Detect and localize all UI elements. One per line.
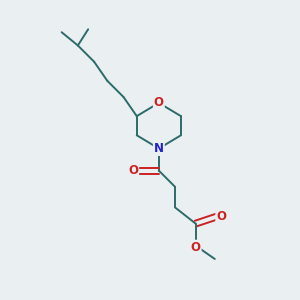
Text: O: O	[128, 164, 138, 177]
Text: O: O	[216, 210, 226, 223]
Text: O: O	[190, 241, 201, 254]
Text: O: O	[154, 96, 164, 110]
Text: N: N	[154, 142, 164, 155]
